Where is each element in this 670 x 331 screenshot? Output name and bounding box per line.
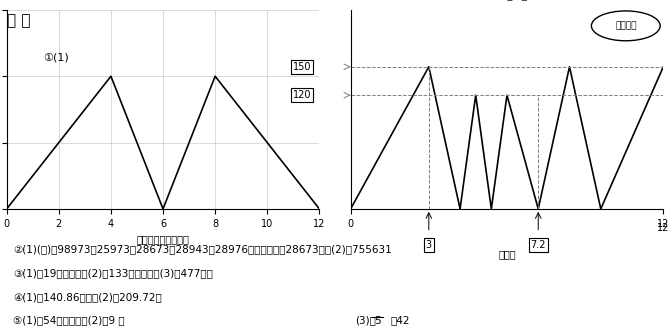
Text: ②(1)(ア)　98973，25973，28673，28943，28976　　（イ）　28673　　(2)　755631: ②(1)(ア) 98973，25973，28673，28943，28976 （イ… [13,244,392,254]
Text: 解 答: 解 答 [7,13,30,28]
Text: 3: 3 [425,240,432,250]
X-axis label: 出発後の時間（分）: 出発後の時間（分） [137,234,190,244]
Text: (3): (3) [354,316,376,326]
Text: 7.2: 7.2 [531,240,546,250]
Text: 5: 5 [375,316,381,326]
X-axis label: （分）: （分） [498,250,516,260]
Text: ④(1)　140.86㎠　　(2)　209.72㎠: ④(1) 140.86㎠ (2) 209.72㎠ [13,292,162,302]
Text: ①(1): ①(1) [44,53,69,63]
Text: 120: 120 [293,90,312,100]
Text: ⑤(1)　54㎠　　　　(2)　9 ㎠: ⑤(1) 54㎠ (2) 9 ㎠ [13,316,125,326]
Text: グラフ３: グラフ３ [615,21,636,30]
Text: 12: 12 [657,223,669,233]
Text: ・42: ・42 [391,316,410,326]
Text: ③(1)　19分間　　　(2)　133分間　　　(3)　477分間: ③(1) 19分間 (2) 133分間 (3) 477分間 [13,269,213,279]
Text: 150: 150 [293,62,312,72]
